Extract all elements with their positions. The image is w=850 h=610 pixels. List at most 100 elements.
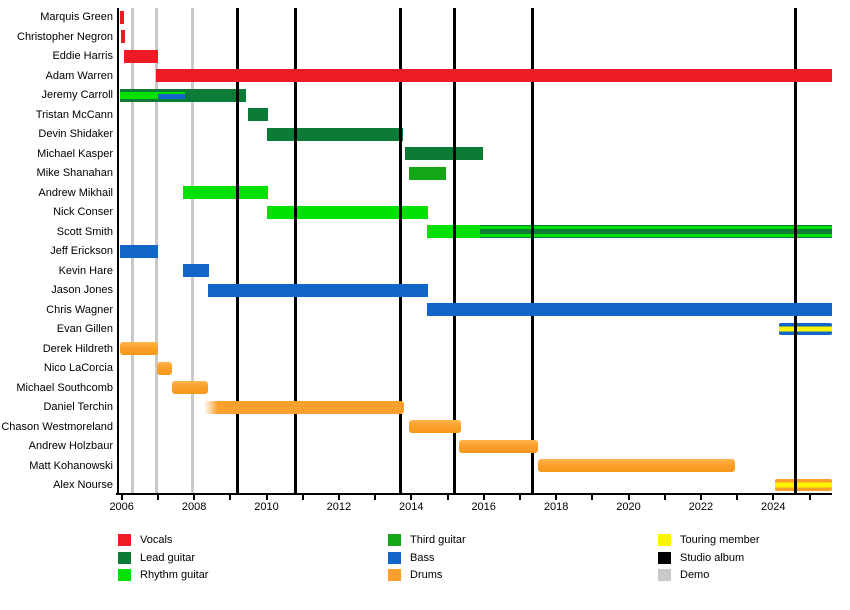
- studio-album-line: [236, 8, 240, 493]
- timeline-bar-drums: [459, 439, 539, 453]
- axis-tick: [518, 495, 521, 500]
- member-label: Marquis Green: [40, 11, 113, 23]
- timeline-bar-bass: [119, 244, 158, 258]
- axis-tick: [699, 495, 702, 500]
- member-label: Andrew Mikhail: [38, 186, 113, 199]
- axis-tick: [156, 495, 159, 500]
- axis-tick: [229, 495, 232, 500]
- legend-label: Touring member: [680, 534, 760, 546]
- legend-swatch: [388, 534, 401, 546]
- member-label: Matt Kohanowski: [29, 459, 113, 472]
- legend-swatch: [658, 551, 671, 564]
- axis-tick: [772, 495, 775, 500]
- timeline-bar-rhythm: [266, 205, 429, 219]
- axis-year-label: 2010: [254, 501, 279, 513]
- legend-label: Drums: [410, 569, 443, 581]
- axis-tick: [808, 495, 811, 500]
- axis-year-label: 2022: [688, 501, 714, 513]
- member-label: Christopher Negron: [17, 30, 113, 43]
- timeline-bar-drums: [171, 381, 208, 394]
- axis-tick: [663, 495, 666, 500]
- legend-swatch: [118, 534, 131, 546]
- timeline-bar-touring_bass: [778, 323, 832, 335]
- axis-year-label: 2012: [326, 501, 352, 513]
- timeline-bar-bass_stripe: [157, 94, 186, 99]
- legend-label: Lead guitar: [140, 551, 196, 564]
- axis-tick: [410, 495, 413, 500]
- timeline-bar-drums: [156, 361, 173, 375]
- legend-label: Third guitar: [410, 534, 466, 546]
- x-axis-line: [116, 493, 832, 495]
- legend-swatch: [118, 551, 131, 564]
- member-label: Eddie Harris: [52, 50, 113, 62]
- timeline-bar-drums: [408, 420, 462, 433]
- member-label: Andrew Holzbaur: [28, 440, 113, 452]
- timeline-bar-lead: [266, 127, 404, 141]
- axis-tick: [482, 495, 485, 500]
- member-label: Scott Smith: [56, 225, 113, 238]
- studio-album-line: [293, 8, 297, 493]
- axis-tick: [736, 495, 739, 500]
- member-label: Chris Wagner: [46, 303, 113, 316]
- member-label: Jeff Erickson: [50, 245, 113, 257]
- timeline-bar-vocals: [156, 69, 832, 82]
- axis-tick: [555, 495, 558, 500]
- axis-year-label: 2008: [181, 501, 207, 513]
- legend-swatch: [658, 569, 671, 581]
- member-label: Michael Kasper: [37, 147, 113, 160]
- timeline-bar-vocals: [120, 30, 125, 43]
- timeline-bar-drums: [119, 342, 158, 355]
- timeline-bar-drums: [204, 400, 405, 414]
- axis-year-label: 2024: [761, 501, 786, 513]
- legend-label: Vocals: [140, 534, 173, 546]
- timeline-bar-vocals: [119, 10, 124, 24]
- member-label: Derek Hildreth: [42, 342, 113, 355]
- axis-tick: [193, 495, 196, 500]
- member-label: Jeremy Carroll: [41, 89, 113, 101]
- member-label: Nick Conser: [53, 206, 113, 218]
- member-label: Mike Shanahan: [36, 167, 113, 179]
- legend-label: Demo: [680, 569, 710, 581]
- member-label: Daniel Terchin: [43, 401, 113, 413]
- member-label: Chason Westmoreland: [1, 420, 113, 433]
- legend-swatch: [118, 569, 131, 581]
- timeline-bar-touring_drums: [775, 479, 832, 491]
- axis-year-label: 2020: [616, 501, 641, 513]
- member-label: Nico LaCorcia: [43, 362, 113, 374]
- member-label: Jason Jones: [51, 284, 113, 296]
- timeline-bar-bass: [207, 283, 429, 297]
- member-label: Michael Southcomb: [16, 381, 113, 394]
- studio-album-line: [453, 8, 457, 493]
- legend-label: Studio album: [680, 551, 745, 564]
- axis-tick: [591, 495, 594, 500]
- axis-year-label: 2016: [471, 501, 496, 513]
- timeline-bar-third: [409, 166, 446, 180]
- axis-year-label: 2018: [543, 501, 569, 513]
- member-label: Kevin Hare: [58, 264, 113, 277]
- axis-tick: [446, 495, 449, 500]
- axis-tick: [120, 495, 123, 500]
- timeline-bar-rhythm_stripe: [119, 91, 186, 99]
- member-label: Adam Warren: [45, 69, 113, 82]
- studio-album-line: [531, 8, 535, 493]
- member-label: Tristan McCann: [35, 108, 113, 121]
- member-label: Evan Gillen: [56, 323, 113, 335]
- legend-swatch: [388, 569, 401, 581]
- timeline-bar-drums: [537, 459, 735, 472]
- legend-swatch: [658, 534, 671, 546]
- legend-label: Rhythm guitar: [140, 569, 209, 581]
- demo-line: [190, 8, 194, 493]
- axis-year-label: 2006: [109, 501, 134, 513]
- legend-swatch: [388, 551, 401, 564]
- timeline-bar-rhythm: [182, 186, 268, 199]
- timeline-bar-vocals: [123, 49, 158, 63]
- member-label: Alex Nourse: [53, 479, 113, 491]
- axis-tick: [374, 495, 377, 500]
- legend-label: Bass: [410, 551, 435, 564]
- member-label: Devin Shidaker: [38, 128, 113, 140]
- studio-album-line: [398, 8, 402, 493]
- timeline-bar-lead: [405, 147, 483, 160]
- timeline-bar-lead_rhythm: [480, 225, 832, 238]
- studio-album-line: [794, 8, 798, 493]
